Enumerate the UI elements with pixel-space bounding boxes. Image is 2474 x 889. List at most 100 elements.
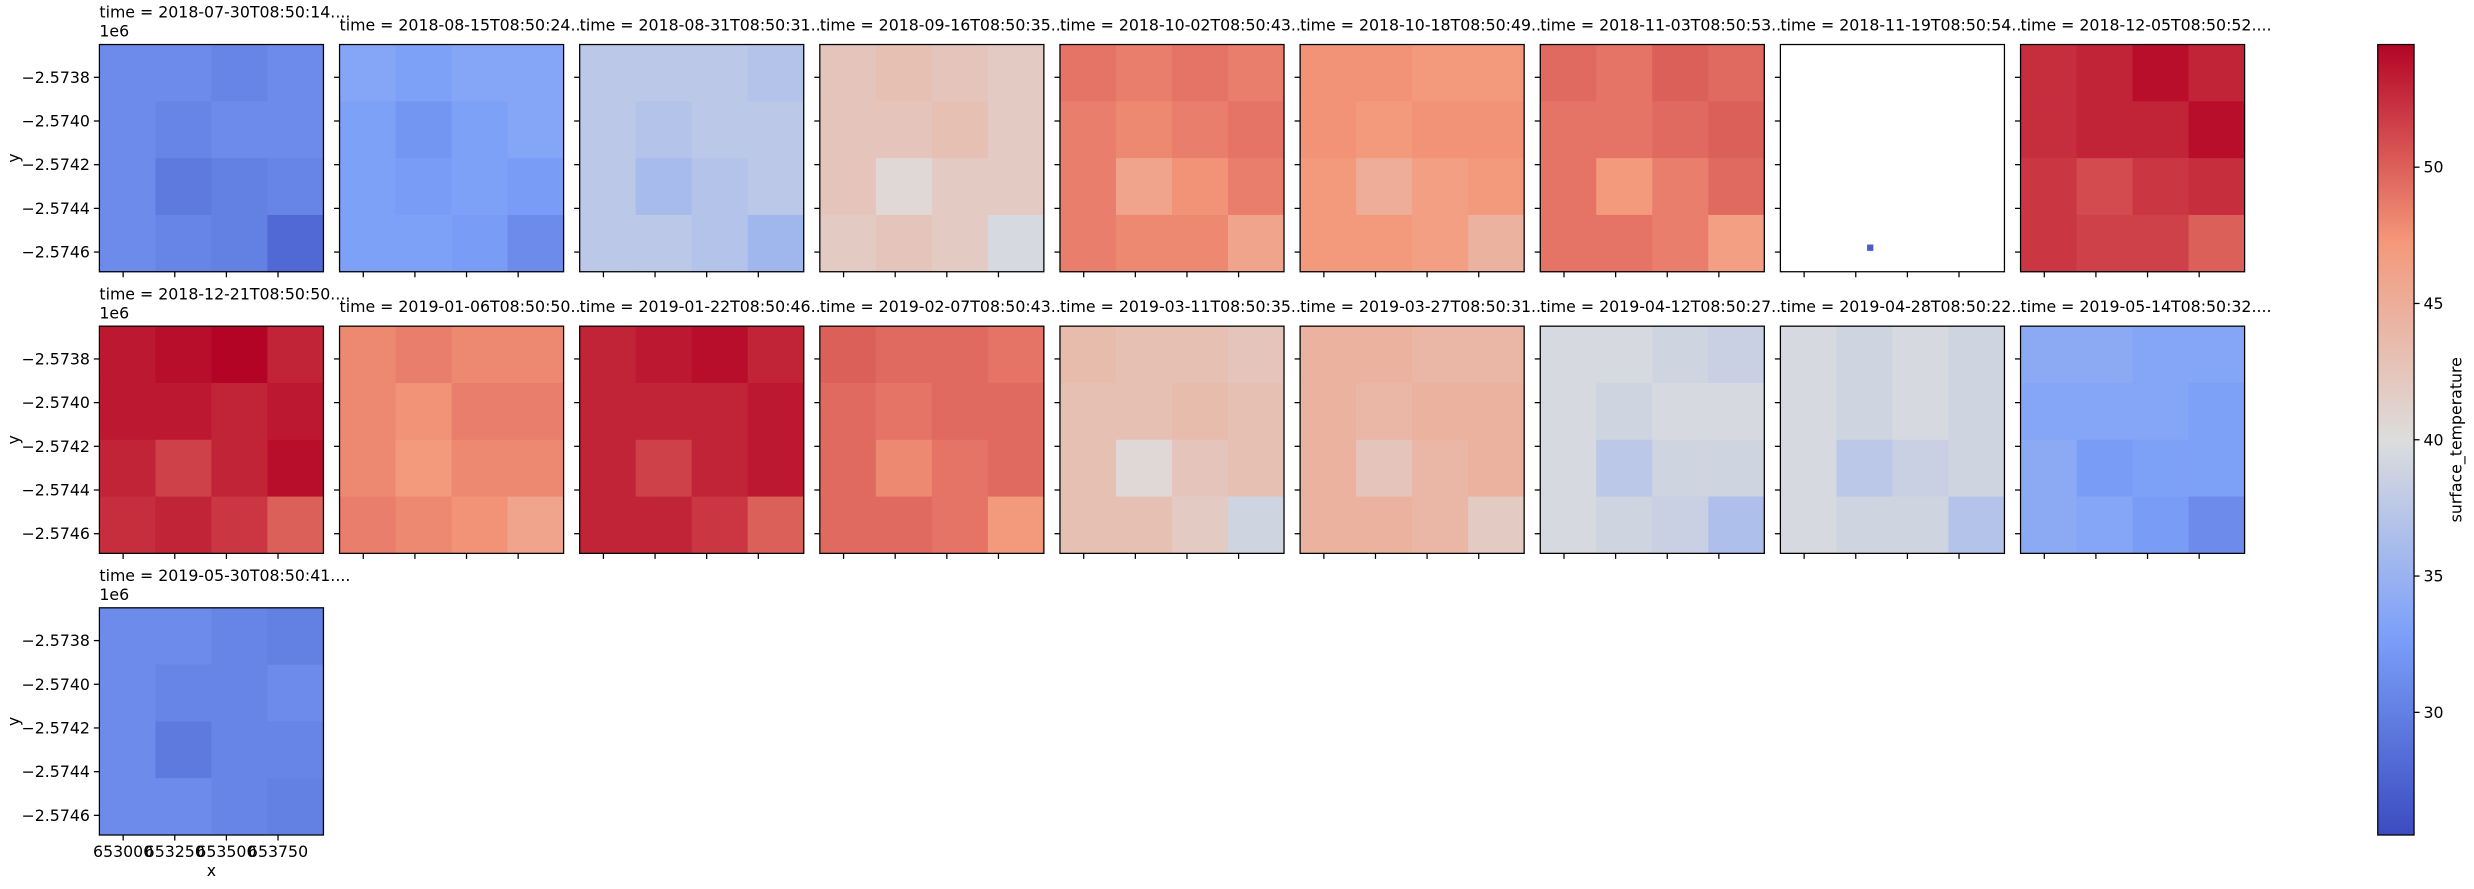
heat-cell (1171, 382, 1229, 441)
heat-cell (211, 496, 268, 554)
heat-cell (747, 439, 805, 498)
heat-cell (1596, 158, 1653, 216)
heat-cell (987, 496, 1045, 554)
panel-frame (1539, 43, 1765, 273)
heat-cell (1115, 496, 1173, 554)
heat-cell (211, 158, 268, 216)
heat-cell (579, 439, 637, 498)
heat-cell (2188, 382, 2246, 441)
y-offset-label: 1e6 (99, 585, 129, 604)
heat-cell (1300, 439, 1357, 498)
heat-cell (2132, 214, 2190, 273)
heat-cell (1468, 382, 1525, 441)
heat-cell (339, 326, 397, 384)
heat-cell (2076, 44, 2134, 102)
panel-title: time = 2018-10-18T08:50:49.... (1300, 15, 1551, 34)
heat-cell (267, 382, 324, 441)
heat-cell (635, 439, 693, 498)
heat-cell (1652, 44, 1709, 102)
heat-cell (1300, 496, 1357, 554)
heat-cell (507, 326, 565, 384)
heat-cell (99, 382, 156, 441)
heat-cell (1540, 44, 1597, 102)
heat-cell (1300, 158, 1357, 216)
panel-frame (819, 43, 1045, 273)
heat-cell (267, 101, 324, 159)
heat-cell (507, 382, 565, 441)
heat-cell (211, 664, 268, 722)
heat-cell (1540, 101, 1597, 159)
heat-cell (1171, 44, 1229, 102)
panel-frame (98, 43, 325, 273)
heat-cell (1708, 496, 1765, 554)
heat-cell (2076, 326, 2134, 384)
heat-cell (1780, 439, 1837, 498)
heat-cell (211, 326, 268, 384)
heat-cell (1708, 44, 1765, 102)
heat-cell (819, 439, 877, 498)
heat-cell (2188, 44, 2246, 102)
heat-cell (267, 44, 324, 102)
panel: time = 2019-02-07T08:50:43.... (814, 297, 1071, 559)
heat-cell (267, 326, 324, 384)
panel-title: time = 2019-01-22T08:50:46.... (580, 297, 831, 316)
heat-cell (691, 44, 749, 102)
heat-cell (1652, 214, 1709, 273)
heat-cell (819, 44, 877, 102)
heat-cell (1171, 158, 1229, 216)
panel-title: time = 2018-10-02T08:50:43.... (1060, 15, 1311, 34)
heat-cell (1596, 496, 1653, 554)
heat-cell (819, 382, 877, 441)
heat-cell (1356, 158, 1413, 216)
heat-cell (1892, 439, 1949, 498)
heat-cell (1412, 439, 1469, 498)
heat-cell (1412, 382, 1469, 441)
heat-cell (1115, 326, 1173, 384)
colorbar-tick-label: 45 (2424, 294, 2444, 313)
y-tick-label: −2.5738 (22, 349, 90, 368)
heat-cell (987, 101, 1045, 159)
heat-cell (1596, 439, 1653, 498)
panel-frame (98, 607, 325, 836)
heat-cell (1468, 214, 1525, 273)
heat-cell (1412, 101, 1469, 159)
panel-title: time = 2018-12-21T08:50:50.... (99, 284, 350, 303)
heat-cell (1412, 496, 1469, 554)
heat-cell (1468, 101, 1525, 159)
heat-cell (211, 214, 268, 273)
heat-cell (1596, 214, 1653, 273)
heat-cell (339, 44, 397, 102)
heat-cell (1412, 44, 1469, 102)
heat-cell (507, 214, 565, 273)
heat-cell (99, 439, 156, 498)
heat-cell (747, 158, 805, 216)
panel: time = 2019-05-14T08:50:32.... (2015, 297, 2272, 559)
y-tick-label: −2.5744 (22, 199, 90, 218)
heat-cell (691, 439, 749, 498)
heat-cell (395, 439, 453, 498)
heat-cell (579, 101, 637, 159)
panel-frame (1059, 325, 1285, 554)
heat-cell (579, 326, 637, 384)
y-tick-label: −2.5746 (22, 806, 90, 825)
heat-cell (1652, 101, 1709, 159)
panel: time = 2018-11-03T08:50:53.... (1534, 15, 1791, 278)
heat-cell (1115, 382, 1173, 441)
panel-frame (338, 43, 565, 273)
heat-cell (267, 778, 324, 836)
heat-cell (579, 382, 637, 441)
heat-cell (1356, 382, 1413, 441)
heat-cell (1412, 214, 1469, 273)
panel-title: time = 2018-08-15T08:50:24.... (340, 15, 591, 34)
heat-cell (819, 496, 877, 554)
heat-cell (1892, 382, 1949, 441)
heat-cell (2076, 496, 2134, 554)
heat-cell (2020, 439, 2078, 498)
heat-cell (2076, 158, 2134, 216)
heat-cell (987, 158, 1045, 216)
heat-cell (1228, 496, 1285, 554)
panel-title: time = 2019-02-07T08:50:43.... (820, 297, 1071, 316)
heat-cell (507, 496, 565, 554)
heat-cell (451, 101, 509, 159)
